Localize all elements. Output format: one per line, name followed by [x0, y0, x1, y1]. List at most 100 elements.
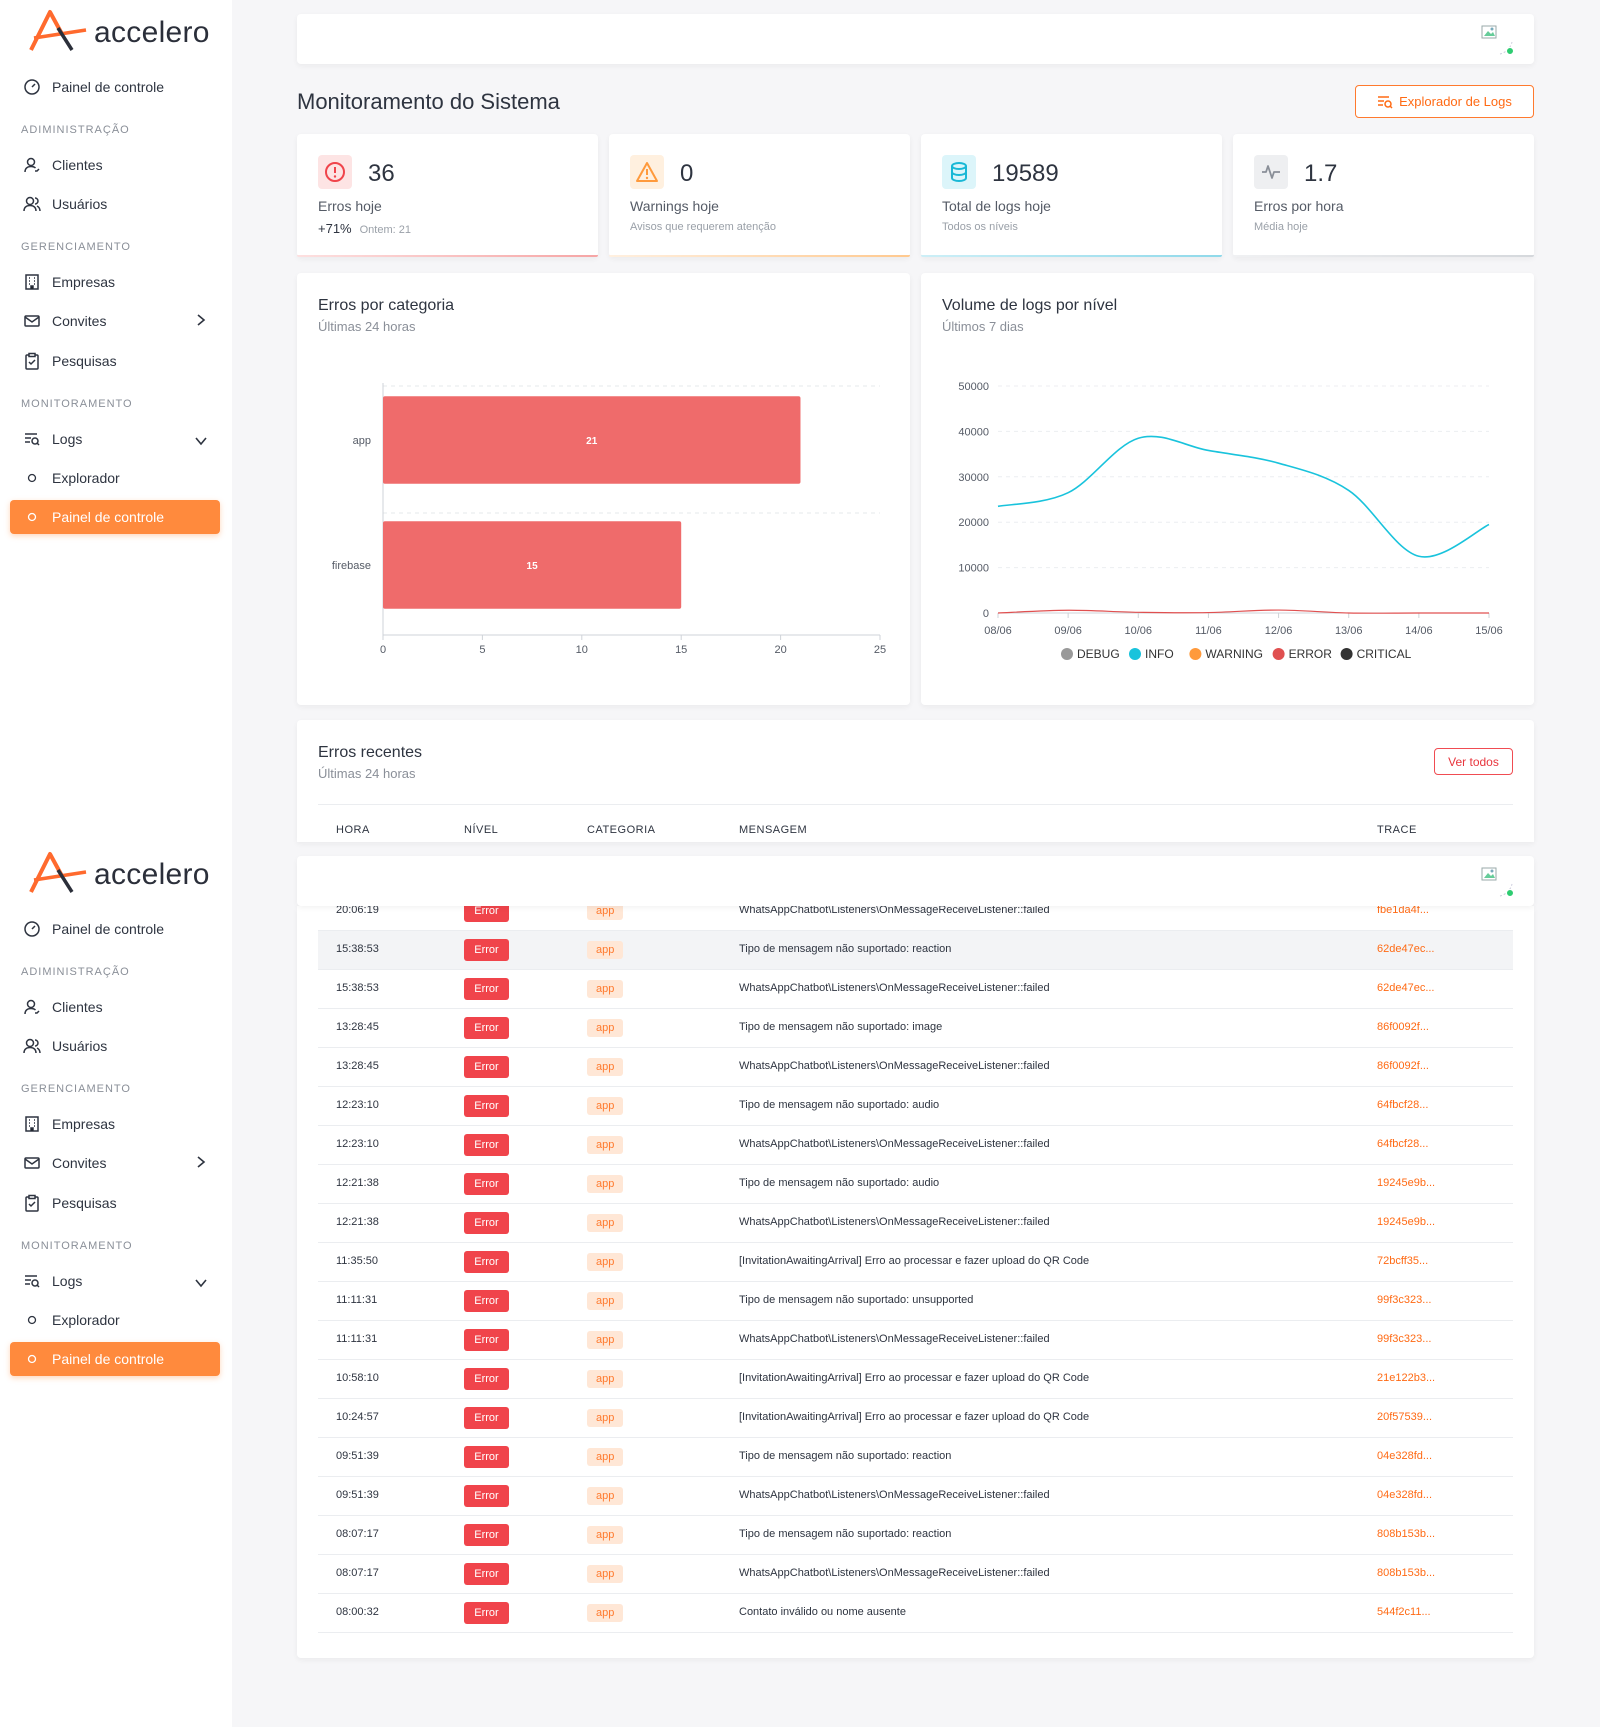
- table-row[interactable]: 09:51:39 Error app Tipo de mensagem não sup…: [318, 1438, 1513, 1477]
- clipboard-icon: [23, 1194, 41, 1212]
- table-row[interactable]: 08:07:17 Error app WhatsAppChatbot\Listener…: [318, 1555, 1513, 1594]
- brand-logo[interactable]: accelero: [28, 8, 210, 57]
- bar-firebase: [383, 521, 682, 609]
- sidebar-item-convites[interactable]: Convites: [10, 304, 220, 338]
- x-tick-label: 12/06: [1265, 625, 1293, 637]
- trace-link[interactable]: 86f0092f...: [1377, 1060, 1429, 1072]
- trace-link[interactable]: 544f2c11...: [1377, 1606, 1431, 1618]
- sidebar-item-pesquisas[interactable]: Pesquisas: [10, 1186, 220, 1220]
- user-avatar[interactable]: [1480, 864, 1514, 898]
- trace-link[interactable]: fbe1da4f...: [1377, 904, 1429, 916]
- sidebar-item-convites[interactable]: Convites: [10, 1146, 220, 1180]
- user-avatar[interactable]: [1480, 22, 1514, 56]
- trace-link[interactable]: 04e328fd...: [1377, 1489, 1433, 1501]
- x-tick-label: 13/06: [1335, 625, 1363, 637]
- trace-link[interactable]: 20f57539...: [1377, 1411, 1433, 1423]
- trace-link[interactable]: 64fbcf28...: [1377, 1099, 1429, 1111]
- sidebar-item-usuarios[interactable]: Usuários: [10, 187, 220, 221]
- sidebar-item-logs[interactable]: Logs: [10, 1264, 220, 1298]
- category-label: app: [353, 435, 371, 447]
- activity-icon: [1254, 155, 1288, 189]
- category-badge: app: [587, 1292, 624, 1310]
- sidebar-item-usuarios[interactable]: Usuários: [10, 1029, 220, 1063]
- table-row[interactable]: 11:35:50 Error app [InvitationAwaitingArriv…: [318, 1243, 1513, 1282]
- table-row[interactable]: 08:07:17 Error app Tipo de mensagem não sup…: [318, 1516, 1513, 1555]
- trace-link[interactable]: 62de47ec...: [1377, 982, 1435, 994]
- trace-link[interactable]: 64fbcf28...: [1377, 1138, 1429, 1150]
- trace-link[interactable]: 99f3c323...: [1377, 1333, 1432, 1345]
- trace-link[interactable]: 21e122b3...: [1377, 1372, 1436, 1384]
- trace-link[interactable]: 99f3c323...: [1377, 1294, 1432, 1306]
- sidebar-item-pesquisas[interactable]: Pesquisas: [10, 344, 220, 378]
- cell-message: WhatsAppChatbot\Listeners\OnMessageRecei…: [739, 1060, 1050, 1072]
- category-badge: app: [587, 1565, 624, 1583]
- cell-time: 12:23:10: [336, 1138, 379, 1150]
- stat-sub: +71% Ontem: 21: [318, 221, 411, 236]
- cell-message: WhatsAppChatbot\Listeners\OnMessageRecei…: [739, 904, 1050, 916]
- trace-link[interactable]: 62de47ec...: [1377, 943, 1435, 955]
- table-row[interactable]: 11:11:31 Error app Tipo de mensagem não sup…: [318, 1282, 1513, 1321]
- sidebar-item-label: Empresas: [52, 274, 116, 290]
- cell-message: WhatsAppChatbot\Listeners\OnMessageRecei…: [739, 982, 1050, 994]
- table-row[interactable]: 09:51:39 Error app WhatsAppChatbot\Listener…: [318, 1477, 1513, 1516]
- chevron-down-icon: [194, 1275, 208, 1291]
- logs-explorer-button[interactable]: Explorador de Logs: [1355, 85, 1534, 118]
- sidebar-item-clientes[interactable]: Clientes: [10, 148, 220, 182]
- trace-link[interactable]: 86f0092f...: [1377, 1021, 1429, 1033]
- legend-marker-debug: [1061, 648, 1073, 660]
- trace-link[interactable]: 808b153b...: [1377, 1567, 1436, 1579]
- logs-icon: [23, 430, 41, 448]
- sidebar-item-empresas[interactable]: Empresas: [10, 265, 220, 299]
- sidebar-item-label: Clientes: [52, 157, 103, 173]
- stat-label: Erros hoje: [318, 198, 382, 214]
- x-tick-label: 11/06: [1195, 625, 1222, 637]
- table-row[interactable]: 12:21:38 Error app Tipo de mensagem não sup…: [318, 1165, 1513, 1204]
- table-row[interactable]: 10:24:57 Error app [InvitationAwaitingArriv…: [318, 1399, 1513, 1438]
- sidebar-item-clientes[interactable]: Clientes: [10, 990, 220, 1024]
- sidebar: accelero Painel de controle ADIMINISTRAÇÃO…: [0, 842, 232, 1727]
- sidebar-item-painel-de-controle[interactable]: Painel de controle: [10, 1342, 220, 1376]
- stat-value: 0: [680, 160, 694, 187]
- see-all-button[interactable]: Ver todos: [1434, 748, 1513, 775]
- brand-name: accelero: [94, 15, 210, 49]
- legend-marker-warning: [1189, 648, 1202, 660]
- table-row[interactable]: 12:23:10 Error app Tipo de mensagem não sup…: [318, 1087, 1513, 1126]
- category-badge: app: [587, 1253, 624, 1271]
- trace-link[interactable]: 19245e9b...: [1377, 1177, 1436, 1189]
- trace-link[interactable]: 04e328fd...: [1377, 1450, 1433, 1462]
- sidebar-item-painel-de-controle[interactable]: Painel de controle: [10, 70, 220, 104]
- sidebar-item-explorador[interactable]: Explorador: [10, 461, 220, 495]
- table-row[interactable]: 15:38:53 Error app Tipo de mensagem não sup…: [318, 931, 1513, 970]
- cell-message: Tipo de mensagem não suportado: reaction: [739, 1528, 952, 1540]
- table-row[interactable]: 13:28:45 Error app WhatsAppChatbot\Listener…: [318, 1048, 1513, 1087]
- cell-message: Tipo de mensagem não suportado: reaction: [739, 1450, 952, 1462]
- stat-sub: Média hoje: [1254, 221, 1308, 233]
- y-tick-label: 10000: [958, 563, 989, 575]
- sidebar-item-explorador[interactable]: Explorador: [10, 1303, 220, 1337]
- sidebar-item-label: Painel de controle: [52, 79, 165, 95]
- users-icon: [23, 195, 41, 213]
- sidebar-item-logs[interactable]: Logs: [10, 422, 220, 456]
- table-row[interactable]: 10:58:10 Error app [InvitationAwaitingArriv…: [318, 1360, 1513, 1399]
- sidebar-item-painel-de-controle[interactable]: Painel de controle: [10, 912, 220, 946]
- sidebar-item-empresas[interactable]: Empresas: [10, 1107, 220, 1141]
- table-row[interactable]: 15:38:53 Error app WhatsAppChatbot\Listener…: [318, 970, 1513, 1009]
- table-row[interactable]: 12:23:10 Error app WhatsAppChatbot\Listener…: [318, 1126, 1513, 1165]
- cell-message: Contato inválido ou nome ausente: [739, 1606, 906, 1618]
- sidebar-item-painel-de-controle[interactable]: Painel de controle: [10, 500, 220, 534]
- table-row[interactable]: 11:11:31 Error app WhatsAppChatbot\Listener…: [318, 1321, 1513, 1360]
- trace-link[interactable]: 19245e9b...: [1377, 1216, 1436, 1228]
- table-row[interactable]: 08:00:32 Error app Contato inválido ou nome…: [318, 1594, 1513, 1633]
- legend-label: INFO: [1145, 647, 1174, 661]
- brand-logo[interactable]: accelero: [28, 850, 210, 899]
- table-row[interactable]: 13:28:45 Error app Tipo de mensagem não sup…: [318, 1009, 1513, 1048]
- volume-by-level-chart: 0 10000 20000 30000 40000 50000 08/06 09/06 10/0…: [958, 381, 1502, 661]
- sidebar-item-label: Explorador: [52, 470, 120, 486]
- cell-time: 20:06:19: [336, 904, 379, 916]
- cell-message: [InvitationAwaitingArrival] Erro ao proc…: [739, 1255, 1090, 1267]
- trace-link[interactable]: 72bcff35...: [1377, 1255, 1429, 1267]
- trace-link[interactable]: 808b153b...: [1377, 1528, 1436, 1540]
- table-row[interactable]: 12:21:38 Error app WhatsAppChatbot\Listener…: [318, 1204, 1513, 1243]
- category-badge: app: [587, 1175, 624, 1193]
- clipboard-icon: [23, 352, 41, 370]
